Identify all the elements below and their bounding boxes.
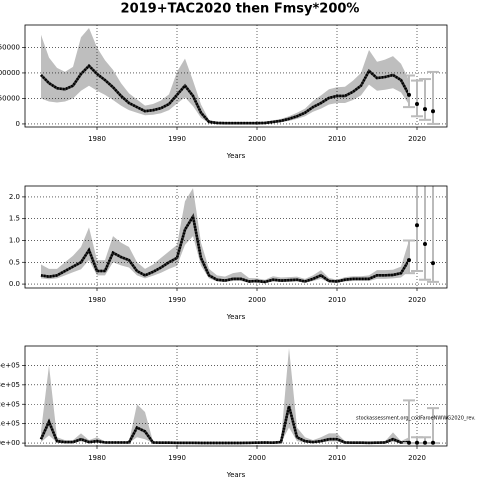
plot-frame bbox=[24, 24, 448, 128]
estimate-line bbox=[40, 212, 411, 284]
x-tick-label: 1980 bbox=[88, 454, 106, 462]
x-tick-label: 1990 bbox=[168, 296, 186, 304]
panel bbox=[25, 346, 447, 446]
confidence-band bbox=[41, 188, 409, 283]
x-tick-label: 1990 bbox=[168, 454, 186, 462]
y-tick-label: 1.0 bbox=[9, 236, 20, 244]
confidence-band bbox=[41, 347, 409, 444]
y-tick-label: 1e+05 bbox=[0, 420, 20, 428]
forecast-point bbox=[407, 440, 411, 445]
x-tick-label: 2010 bbox=[328, 135, 346, 143]
forecast-point bbox=[423, 440, 427, 445]
estimate-line bbox=[39, 405, 410, 445]
y-tick-label: 0e+00 bbox=[0, 439, 20, 447]
estimate-line-dots bbox=[40, 212, 411, 284]
x-tick-label: 1980 bbox=[88, 135, 106, 143]
y-tick-label: 50000 bbox=[0, 94, 20, 102]
y-tick-label: 150000 bbox=[0, 43, 20, 51]
y-tick-label: 3e+05 bbox=[0, 381, 20, 389]
y-tick-label: 0.0 bbox=[9, 280, 20, 288]
x-tick-label: 2000 bbox=[248, 454, 266, 462]
x-axis-label: Years bbox=[226, 152, 246, 160]
y-tick-label: 2.0 bbox=[9, 193, 20, 201]
panel bbox=[25, 25, 447, 127]
estimate-line-dots bbox=[40, 63, 411, 125]
x-tick-label: 2020 bbox=[408, 454, 426, 462]
forecast-point bbox=[423, 241, 427, 246]
forecast-point bbox=[415, 440, 419, 445]
y-tick-label: 0 bbox=[16, 120, 20, 128]
y-tick-label: 4e+05 bbox=[0, 361, 20, 369]
y-tick-label: 2e+05 bbox=[0, 400, 20, 408]
forecast-point bbox=[431, 440, 435, 445]
x-tick-label: 2000 bbox=[248, 296, 266, 304]
plot-frame bbox=[24, 185, 448, 289]
y-tick-label: 0.5 bbox=[9, 258, 20, 266]
forecast-point bbox=[407, 92, 411, 97]
forecast-point bbox=[431, 109, 435, 114]
forecast-point bbox=[415, 223, 419, 228]
figure-title: 2019+TAC2020 then Fmsy*200% bbox=[121, 2, 360, 17]
y-tick-label: 100000 bbox=[0, 69, 20, 77]
x-axis-label: Years bbox=[226, 313, 246, 321]
x-tick-label: 2010 bbox=[328, 454, 346, 462]
x-axis-label: Years bbox=[226, 471, 246, 479]
forecast-point bbox=[423, 107, 427, 112]
x-tick-label: 2010 bbox=[328, 296, 346, 304]
y-tick-label: 1.5 bbox=[9, 215, 20, 223]
confidence-band bbox=[41, 28, 409, 124]
estimate-line-dots bbox=[39, 405, 410, 445]
panel bbox=[25, 186, 447, 288]
x-tick-label: 2000 bbox=[248, 135, 266, 143]
forecast-point bbox=[431, 261, 435, 266]
x-tick-label: 1980 bbox=[88, 296, 106, 304]
plot-frame bbox=[24, 345, 448, 447]
forecast-point bbox=[415, 102, 419, 107]
x-tick-label: 2020 bbox=[408, 135, 426, 143]
x-tick-label: 2020 bbox=[408, 296, 426, 304]
x-tick-label: 1990 bbox=[168, 135, 186, 143]
forecast-point bbox=[407, 258, 411, 263]
annotation: stockassessment.org_codFaroeNWWG2020_rev… bbox=[356, 416, 476, 422]
